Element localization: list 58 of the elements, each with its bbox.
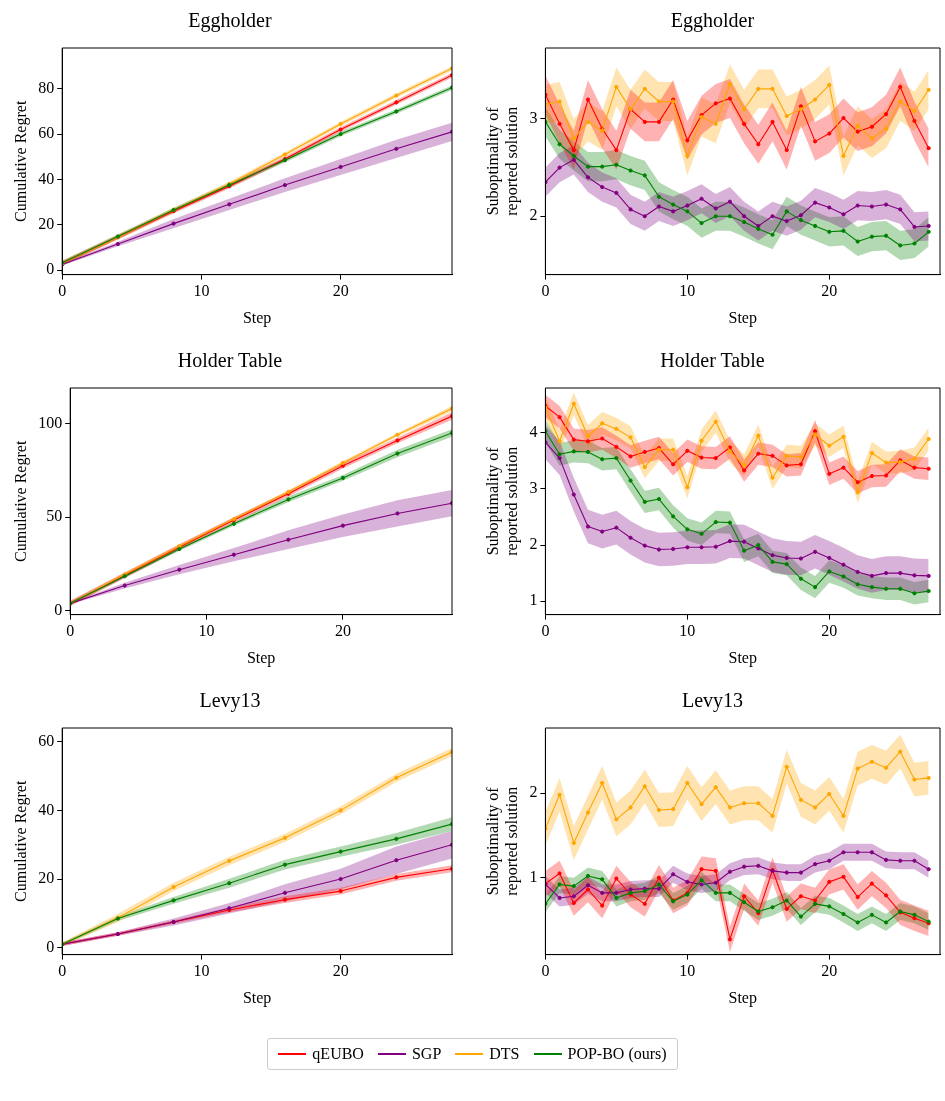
legend-label: qEUBO	[312, 1045, 364, 1063]
x-tick-label: 0	[541, 962, 550, 980]
chart-title: Holder Table	[177, 349, 283, 372]
y-tick-label: 0	[46, 937, 55, 955]
y-tick-label: 2	[529, 206, 538, 224]
legend-label: POP-BO (ours)	[567, 1045, 667, 1063]
legend-label: SGP	[411, 1045, 442, 1063]
y-tick-label: 3	[529, 479, 538, 497]
y-tick-label: 20	[38, 869, 55, 887]
chart-title: Holder Table	[660, 349, 765, 372]
y-tick-label: 3	[529, 109, 538, 127]
y-tick-label: 4	[529, 423, 538, 441]
x-tick-label: 0	[541, 622, 550, 640]
y-axis-title: Suboptimality of reported solution	[483, 106, 521, 216]
x-tick-label: 20	[332, 962, 349, 980]
chart-title: Eggholder	[670, 9, 755, 33]
x-axis-title: Step	[728, 988, 757, 1007]
y-tick-label: 80	[38, 78, 55, 96]
x-tick-label: 10	[679, 622, 696, 640]
y-axis-title: Cumulative Regret	[11, 100, 30, 222]
y-tick-label: 40	[38, 169, 55, 187]
legend-label: DTS	[489, 1045, 520, 1063]
y-tick-label: 1	[529, 867, 538, 885]
chart-title: Levy13	[199, 689, 261, 713]
y-axis-title: Suboptimality of reported solution	[483, 446, 521, 556]
x-axis-title: Step	[242, 308, 272, 327]
y-tick-label: 0	[54, 601, 63, 619]
x-tick-label: 20	[821, 282, 838, 300]
x-tick-label: 0	[541, 282, 550, 300]
y-tick-label: 60	[38, 124, 55, 142]
y-tick-label: 100	[38, 413, 63, 431]
x-tick-label: 20	[821, 622, 838, 640]
x-tick-label: 10	[193, 962, 210, 980]
x-tick-label: 20	[334, 622, 351, 640]
x-axis-title: Step	[246, 648, 276, 667]
y-axis-title: Suboptimality of reported solution	[483, 786, 521, 896]
chart-title: Levy13	[681, 689, 744, 713]
y-tick-label: 2	[529, 535, 538, 553]
x-tick-label: 10	[193, 282, 210, 300]
y-tick-label: 40	[38, 800, 55, 818]
x-tick-label: 10	[198, 622, 215, 640]
chart-title: Eggholder	[188, 9, 272, 33]
y-tick-label: 50	[46, 507, 63, 525]
x-tick-label: 20	[332, 282, 349, 300]
x-axis-title: Step	[728, 648, 757, 667]
x-tick-label: 20	[821, 962, 838, 980]
y-tick-label: 60	[38, 731, 55, 749]
x-axis-title: Step	[728, 308, 757, 327]
y-tick-label: 0	[46, 260, 55, 278]
x-axis-title: Step	[242, 988, 272, 1007]
x-tick-label: 0	[66, 622, 75, 640]
y-tick-label: 1	[529, 591, 538, 609]
y-axis-title: Cumulative Regret	[11, 440, 30, 562]
x-tick-label: 10	[679, 962, 696, 980]
y-axis-title: Cumulative Regret	[11, 780, 30, 902]
x-tick-label: 10	[679, 282, 696, 300]
y-tick-label: 20	[38, 214, 55, 232]
y-tick-label: 2	[529, 783, 538, 801]
